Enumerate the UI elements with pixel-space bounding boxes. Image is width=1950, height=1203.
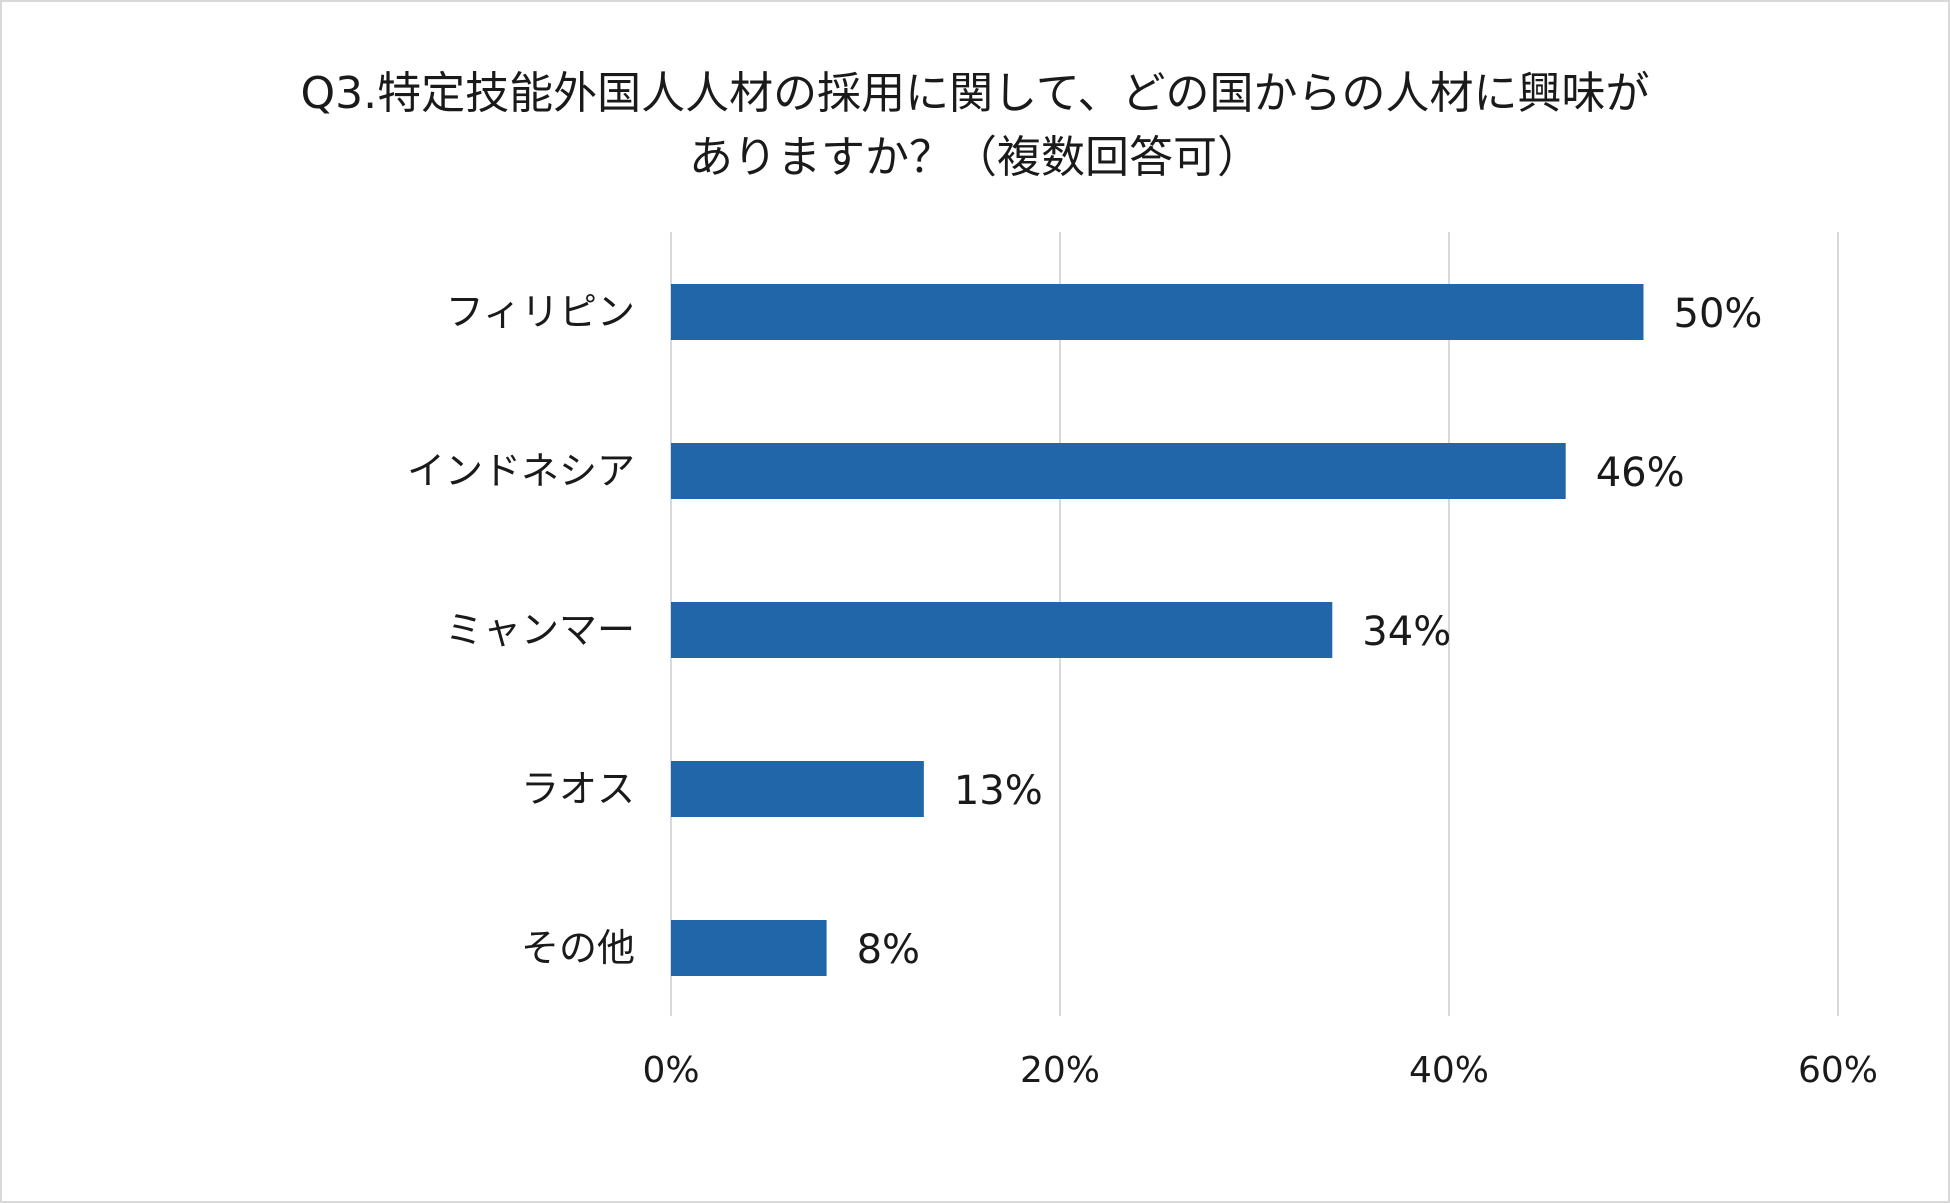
category-label: ラオス [521,767,635,811]
bar [671,920,827,976]
value-label: 50% [1674,291,1763,337]
category-label: フィリピン [446,290,635,334]
value-label: 46% [1596,450,1685,496]
chart-title: Q3.特定技能外国人人材の採用に関して、どの国からの人材に興味が ありますか？（… [0,62,1950,190]
x-tick-label: 40% [1409,1050,1489,1091]
chart-title-line-1: Q3.特定技能外国人人材の採用に関して、どの国からの人材に興味が [300,68,1650,119]
bar [671,602,1333,658]
category-label: ミャンマー [445,608,635,652]
bar [671,761,924,817]
bar [671,284,1644,340]
x-tick-label: 0% [642,1050,699,1091]
value-label: 8% [857,927,920,973]
chart-title-line-2: ありますか？（複数回答可） [689,132,1261,183]
value-label: 13% [954,768,1043,814]
x-tick-label: 60% [1798,1050,1878,1091]
bar [671,443,1566,499]
category-label: インドネシア [407,449,635,493]
value-label: 34% [1362,609,1451,655]
x-tick-label: 20% [1020,1050,1100,1091]
category-label: その他 [521,926,635,970]
